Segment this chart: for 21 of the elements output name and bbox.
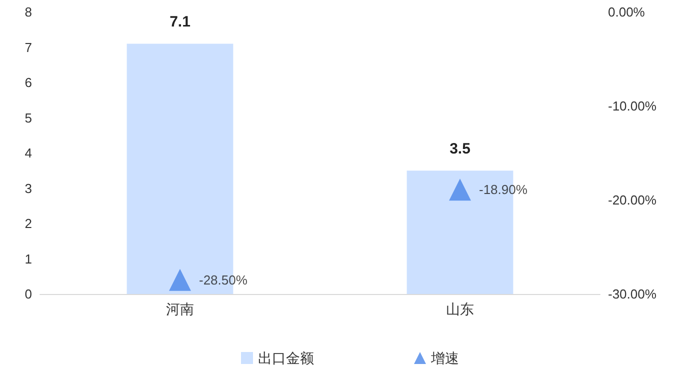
legend-label: 增速 [430,350,459,366]
y2-tick-label: 0.00% [608,4,646,20]
y-tick-label: 5 [24,110,32,126]
legend-label: 出口金额 [258,350,314,366]
y2-tick-label: -20.00% [608,192,657,208]
y-tick-label: 8 [24,4,32,20]
y2-tick-label: -30.00% [608,286,657,302]
y-tick-label: 4 [24,146,32,160]
data-label: 7.1 [170,14,190,31]
y-tick-label: 3 [24,180,32,196]
data-label: -18.90% [479,182,528,198]
data-label: -28.50% [199,272,248,288]
x-tick-label: 山东 [446,301,474,317]
y-tick-label: 1 [24,251,32,266]
y-tick-label: 6 [24,75,32,90]
y2-tick-label: -10.00% [608,98,657,114]
x-tick-label: 河南 [166,301,194,317]
y-tick-label: 7 [24,40,32,55]
y-tick-label: 0 [24,286,32,302]
data-label: 3.5 [450,140,470,158]
y-tick-label: 2 [24,216,32,231]
